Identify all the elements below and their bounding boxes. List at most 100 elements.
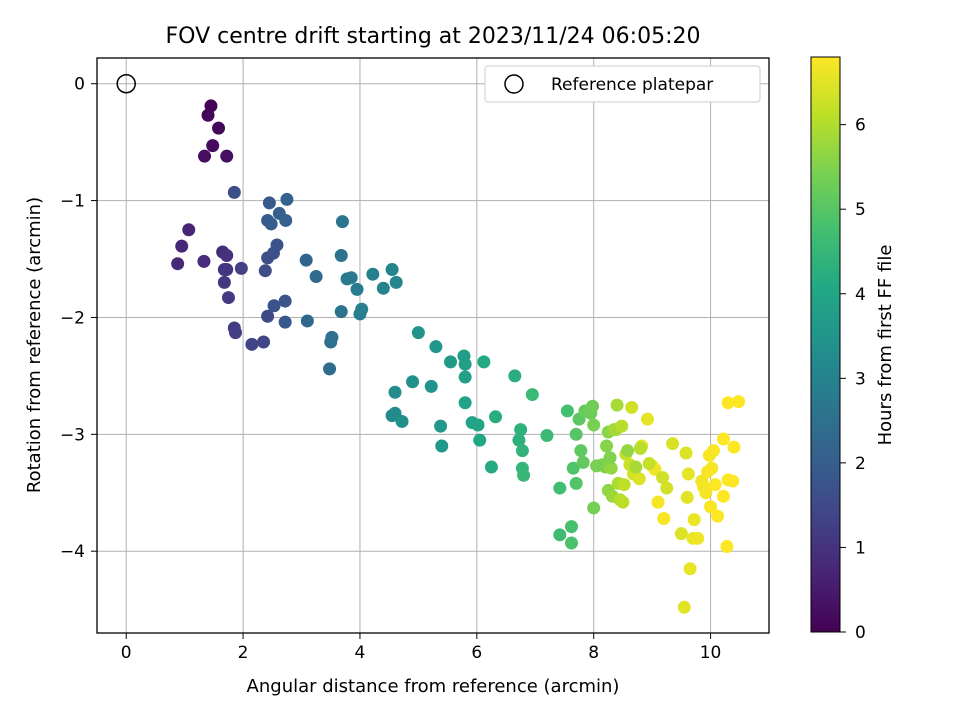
data-point [411, 326, 425, 340]
data-point [270, 238, 284, 252]
colorbar-tick-label: 6 [855, 116, 866, 136]
data-point [615, 419, 629, 433]
data-point [388, 385, 402, 399]
x-axis-label: Angular distance from reference (arcmin) [247, 676, 620, 697]
data-point [590, 459, 604, 473]
data-point [206, 139, 220, 153]
data-point [309, 270, 323, 284]
legend-entry-reference: Reference platepar [551, 75, 713, 95]
data-point [564, 520, 578, 534]
y-tick-label: −1 [60, 192, 85, 212]
colorbar-tick-label: 3 [855, 369, 866, 389]
reference-platepar-point [116, 73, 136, 94]
data-point [385, 263, 399, 277]
data-point [220, 263, 234, 277]
data-point [699, 486, 713, 500]
x-tick-label: 10 [700, 643, 722, 663]
plot-frame [96, 57, 770, 634]
data-point [617, 478, 631, 492]
data-point [666, 437, 680, 451]
data-point [674, 527, 688, 541]
data-point [680, 490, 694, 504]
data-point [323, 362, 337, 376]
data-point [334, 305, 348, 319]
legend-reference-marker [504, 74, 524, 94]
data-point [228, 326, 242, 340]
data-point [458, 357, 472, 371]
data-point [484, 460, 498, 474]
data-point [376, 281, 390, 295]
data-point [435, 439, 449, 453]
data-point [711, 509, 725, 523]
data-point [660, 481, 674, 495]
data-point [217, 275, 231, 289]
data-point [553, 481, 567, 495]
data-point [708, 478, 722, 492]
chart-title: FOV centre drift starting at 2023/11/24 … [166, 24, 701, 49]
data-point [610, 398, 624, 412]
data-point [366, 267, 380, 281]
data-point [471, 418, 485, 432]
colorbar: 0 1 2 3 4 5 6 Hours from first FF file [810, 56, 896, 643]
data-point [621, 444, 635, 458]
data-point [632, 472, 646, 486]
data-point [335, 215, 349, 229]
colorbar-tick-label: 4 [855, 285, 866, 305]
legend: Reference platepar [484, 65, 761, 103]
data-point [553, 528, 567, 542]
x-axis-ticks: 0 2 4 6 8 10 [121, 633, 722, 663]
colorbar-tick-label: 1 [855, 538, 866, 558]
data-point [625, 400, 639, 414]
data-point [560, 404, 574, 418]
data-point [564, 536, 578, 550]
data-point [512, 433, 526, 447]
data-point [677, 600, 691, 614]
data-point [395, 414, 409, 428]
data-point [569, 427, 583, 441]
data-point [261, 309, 275, 323]
data-point [716, 489, 730, 503]
data-point [640, 412, 654, 426]
data-point [732, 395, 746, 409]
data-point [642, 457, 656, 471]
data-point [221, 291, 235, 305]
data-point [175, 239, 189, 253]
data-point [727, 440, 741, 454]
y-tick-label: −2 [60, 308, 85, 328]
data-point [706, 444, 720, 458]
data-point [726, 474, 740, 488]
data-point [587, 501, 601, 515]
x-tick-label: 0 [121, 643, 132, 663]
y-tick-label: −4 [60, 542, 85, 562]
data-point [651, 495, 665, 509]
colorbar-ticks: 0 1 2 3 4 5 6 [840, 116, 866, 643]
data-point [458, 396, 472, 410]
data-point [424, 379, 438, 393]
data-point [280, 192, 294, 206]
reference-marker [116, 73, 136, 94]
data-point [705, 461, 719, 475]
data-point [257, 335, 271, 349]
data-point [514, 423, 528, 437]
data-point [279, 213, 293, 227]
data-point [633, 441, 647, 455]
data-point [587, 418, 601, 432]
data-point [704, 500, 718, 514]
data-point [586, 399, 600, 413]
data-point [603, 451, 617, 465]
data-point [458, 370, 472, 384]
data-point [721, 396, 735, 410]
data-point [201, 108, 215, 122]
data-point [477, 355, 491, 369]
x-tick-label: 6 [471, 643, 482, 663]
data-point [720, 540, 734, 554]
y-tick-label: 0 [74, 75, 85, 95]
data-point [197, 254, 211, 268]
data-point [616, 495, 630, 509]
data-point [429, 340, 443, 354]
data-point [600, 439, 614, 453]
data-point [517, 468, 531, 482]
y-axis-ticks: 0 −1 −2 −3 −4 [60, 75, 97, 562]
data-point [406, 375, 420, 389]
data-point [604, 461, 618, 475]
